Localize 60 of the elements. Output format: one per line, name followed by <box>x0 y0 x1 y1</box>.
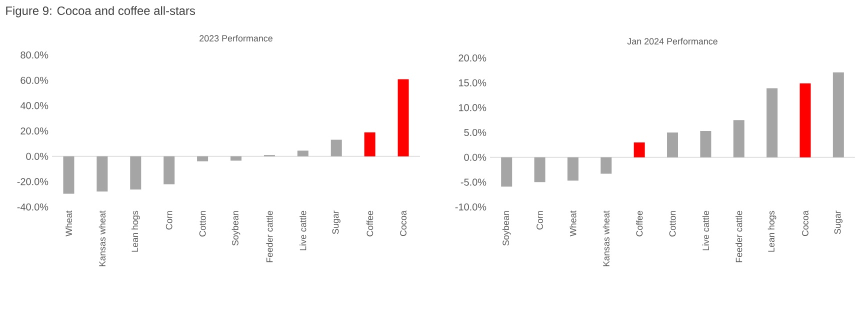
bar <box>534 157 546 182</box>
bar <box>600 157 612 174</box>
y-tick-label: 60.0% <box>20 76 48 84</box>
bar <box>130 156 142 190</box>
x-tick-label: Wheat <box>65 210 72 236</box>
bar <box>364 132 376 156</box>
bar <box>832 72 844 158</box>
x-tick-label: Sugar <box>332 210 340 234</box>
bar <box>766 88 778 158</box>
bar <box>398 79 409 156</box>
bar <box>197 156 208 162</box>
x-tick-label: Live cattle <box>702 210 709 250</box>
bar <box>634 142 645 158</box>
x-tick-label: Soybean <box>502 211 511 246</box>
chart-title: Figure 9: Cocoa and coffee all-stars <box>6 6 196 18</box>
x-tick-label: Lean hogs <box>131 210 140 252</box>
x-tick-label: Feeder cattle <box>266 210 273 262</box>
x-tick-label: Sugar <box>834 210 842 234</box>
x-tick-label: Live cattle <box>300 210 306 250</box>
bar <box>667 132 678 158</box>
x-tick-label: Corn <box>166 211 172 230</box>
y-tick-label: 0.0% <box>26 152 48 160</box>
chart-title: Jan 2024 Performance <box>627 38 718 45</box>
x-tick-label: Feeder cattle <box>736 210 742 262</box>
x-tick-label: Cotton <box>199 211 206 236</box>
x-tick-label: Cocoa <box>400 210 406 236</box>
bar <box>330 140 342 156</box>
y-tick-label: -5.0% <box>460 178 486 186</box>
y-tick-label: 40.0% <box>20 102 48 110</box>
x-tick-label: Coffee <box>366 210 374 236</box>
bar <box>700 131 712 158</box>
bar <box>800 83 811 158</box>
bar <box>96 156 108 192</box>
bar <box>733 120 744 158</box>
bar <box>567 157 578 181</box>
y-tick-label: 5.0% <box>464 128 486 136</box>
y-tick-label: -40.0% <box>17 203 48 211</box>
x-tick-label: Corn <box>536 211 543 230</box>
y-tick-label: -10.0% <box>455 203 486 211</box>
x-tick-label: Soybean <box>232 211 240 246</box>
y-tick-label: 15.0% <box>459 79 486 86</box>
x-tick-label: Kansas wheat <box>98 210 106 266</box>
bar <box>164 156 175 184</box>
x-tick-label: Lean hogs <box>768 210 776 252</box>
y-tick-label: 0.0% <box>464 154 486 161</box>
bar <box>230 156 242 161</box>
y-tick-label: 20.0% <box>458 54 486 62</box>
y-tick-label: 80.0% <box>20 51 48 59</box>
bar <box>63 156 74 194</box>
y-tick-label: -20.0% <box>17 178 48 186</box>
x-tick-label: Coffee <box>636 210 643 236</box>
y-tick-label: 20.0% <box>20 127 48 135</box>
bar <box>501 157 512 187</box>
x-tick-label: Wheat <box>570 210 576 236</box>
x-tick-label: Cocoa <box>802 210 808 236</box>
y-tick-label: 10.0% <box>459 104 486 112</box>
bar <box>297 150 308 156</box>
chart-subtitle: 2023 Performance <box>200 34 272 42</box>
x-tick-label: Cotton <box>669 211 676 236</box>
x-tick-label: Kansas wheat <box>602 210 610 266</box>
